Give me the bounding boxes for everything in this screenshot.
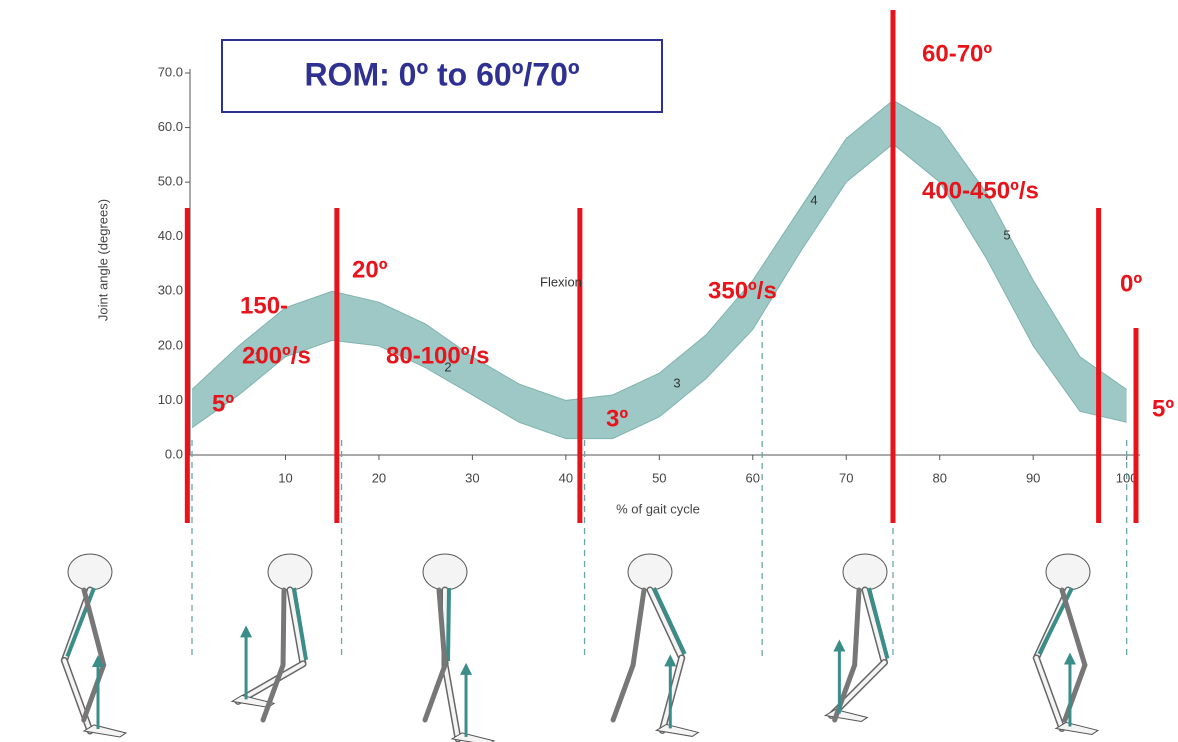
- other-leg: [633, 590, 644, 665]
- pelvis: [68, 554, 112, 590]
- pelvis: [1046, 554, 1090, 590]
- annotation: 350º/s: [708, 277, 777, 304]
- femur-core: [650, 590, 682, 658]
- foot: [1056, 722, 1098, 734]
- other-shin: [425, 665, 445, 720]
- x-tick-label: 40: [559, 470, 573, 485]
- y-tick-label: 20.0: [158, 337, 183, 352]
- y-tick-label: 50.0: [158, 174, 183, 189]
- other-leg: [84, 590, 104, 665]
- arrow-head: [460, 663, 472, 675]
- muscle: [1039, 588, 1072, 654]
- other-leg: [283, 590, 284, 665]
- annotation: 5º: [1152, 395, 1174, 422]
- annotation: 150-: [240, 292, 288, 319]
- y-tick-label: 0.0: [165, 446, 183, 461]
- other-shin: [613, 665, 633, 720]
- x-tick-label: 70: [839, 470, 853, 485]
- other-shin: [263, 665, 283, 720]
- x-tick-label: 10: [278, 470, 292, 485]
- arrow-head: [240, 625, 252, 637]
- y-tick-label: 70.0: [158, 64, 183, 79]
- tibia-core: [662, 658, 681, 730]
- annotation: 80-100º/s: [386, 342, 490, 369]
- arrow-head: [664, 654, 676, 666]
- other-shin: [1065, 665, 1085, 720]
- x-tick-label: 20: [372, 470, 386, 485]
- annotation: 5º: [212, 390, 234, 417]
- x-tick-label: 60: [746, 470, 760, 485]
- x-tick-label: 90: [1026, 470, 1040, 485]
- chart-title: ROM: 0º to 60º/70º: [304, 56, 579, 92]
- arrow-head: [1064, 652, 1076, 664]
- chart: ROM: 0º to 60º/70º Joint angle (degrees)…: [0, 0, 1178, 742]
- muscle: [448, 588, 449, 661]
- muscle: [654, 588, 685, 654]
- x-tick-label: 50: [652, 470, 666, 485]
- foot: [825, 709, 867, 721]
- annotation: 60-70º: [922, 40, 992, 67]
- annotation: 0º: [1120, 270, 1142, 297]
- x-axis-label: % of gait cycle: [616, 501, 700, 516]
- y-tick-label: 10.0: [158, 392, 183, 407]
- phase-number: 5: [1003, 227, 1010, 242]
- tibia-core: [445, 665, 458, 739]
- y-tick-label: 40.0: [158, 228, 183, 243]
- tibia-core: [1036, 658, 1062, 728]
- other-shin: [84, 665, 104, 720]
- foot: [656, 724, 698, 736]
- x-tick-label: 30: [465, 470, 479, 485]
- pelvis: [843, 554, 887, 590]
- leg-figures: [64, 554, 1098, 742]
- annotation: 3º: [606, 405, 628, 432]
- annotation: 400-450º/s: [922, 177, 1039, 204]
- y-tick-label: 60.0: [158, 119, 183, 134]
- arrow-head: [833, 639, 845, 651]
- foot: [84, 725, 126, 737]
- pelvis: [628, 554, 672, 590]
- other-leg: [855, 590, 859, 665]
- y-axis-label: Joint angle (degrees): [95, 199, 110, 321]
- pelvis: [268, 554, 312, 590]
- y-tick-label: 30.0: [158, 283, 183, 298]
- annotation: 20º: [352, 256, 388, 283]
- annotation: 200º/s: [242, 342, 311, 369]
- angle-band: [192, 100, 1127, 438]
- phase-number: 3: [673, 375, 680, 390]
- phase-number: 4: [810, 192, 817, 207]
- femur-core: [865, 590, 884, 662]
- other-leg: [1062, 590, 1085, 665]
- annotation: Flexion: [540, 274, 582, 289]
- pelvis: [423, 554, 467, 590]
- x-tick-label: 80: [932, 470, 946, 485]
